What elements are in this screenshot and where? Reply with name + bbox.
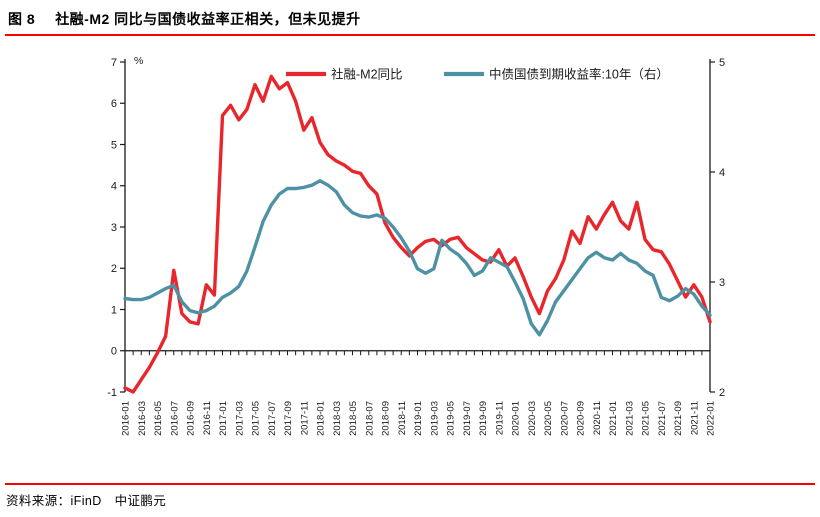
- x-axis-tick-label: 2017-11: [299, 401, 310, 435]
- x-axis-tick-label: 2017-07: [267, 401, 278, 436]
- x-axis-tick-label: 2019-11: [494, 401, 505, 435]
- source-text: 资料来源：iFinD 中证鹏元: [6, 494, 167, 508]
- left-axis: 7 6 5 4 3 2 1 0 -1%: [107, 55, 143, 399]
- x-axis-tick-label: 2018-01: [316, 401, 327, 436]
- x-axis-tick-label: 2016-05: [153, 401, 164, 436]
- x-axis-tick-label: 2018-11: [397, 401, 408, 435]
- x-axis-tick-label: 2021-09: [673, 401, 684, 436]
- x-axis-tick-label: 2018-03: [332, 401, 343, 436]
- series-line-1: [123, 179, 712, 337]
- right-axis-tick-label: 4: [719, 167, 725, 179]
- x-axis-tick-label: 2017-03: [234, 401, 245, 436]
- left-axis-tick-label: 4: [111, 181, 117, 193]
- x-axis-tick-label: 2017-05: [251, 401, 262, 436]
- x-axis-tick-label: 2016-01: [121, 401, 132, 436]
- x-axis-tick-label: 2016-09: [186, 401, 197, 436]
- title-divider: [5, 34, 815, 36]
- x-axis-tick-label: 2016-03: [137, 401, 148, 436]
- x-axis-tick-label: 2018-09: [381, 401, 392, 436]
- x-axis-tick-label: 2019-05: [446, 401, 457, 436]
- figure-title-text: 社融-M2 同比与国债收益率正相关，但未见提升: [55, 11, 361, 27]
- x-axis-tick-label: 2021-03: [624, 401, 635, 436]
- x-axis: 2016-01 2016-03 2016-05 2016-07 2016-09 2016-…: [121, 350, 717, 436]
- figure-title: 图 8 社融-M2 同比与国债收益率正相关，但未见提升: [8, 9, 361, 29]
- right-axis-tick-label: 3: [719, 277, 725, 289]
- x-axis-tick-label: 2016-11: [202, 401, 213, 435]
- x-axis-tick-label: 2018-07: [364, 401, 375, 436]
- x-axis-tick-label: 2020-01: [511, 401, 522, 436]
- x-axis-tick-label: 2020-03: [527, 401, 538, 436]
- x-axis-tick-label: 2021-05: [641, 401, 652, 436]
- left-axis-tick-label: 5: [111, 139, 117, 151]
- x-axis-tick-label: 2020-05: [543, 401, 554, 436]
- x-axis-tick-label: 2019-01: [413, 401, 424, 436]
- x-axis-tick-label: 2016-07: [169, 401, 180, 436]
- x-axis-tick-label: 2021-01: [608, 401, 619, 436]
- x-axis-tick-label: 2019-09: [478, 401, 489, 436]
- left-axis-tick-label: 6: [111, 98, 117, 110]
- legend-label-0: 社融-M2同比: [331, 67, 403, 82]
- footer-divider: [5, 483, 815, 485]
- left-axis-tick-label: 2: [111, 263, 117, 275]
- series-line-0: [123, 74, 712, 394]
- x-axis-tick-label: 2020-11: [592, 401, 603, 435]
- x-axis-tick-label: 2022-01: [706, 401, 717, 436]
- source-note: 资料来源：iFinD 中证鹏元: [6, 490, 166, 509]
- legend: 社融-M2同比 中债国债到期收益率:10年（右）: [286, 67, 669, 82]
- x-axis-tick-label: 2019-07: [462, 401, 473, 436]
- x-axis-tick-label: 2017-09: [283, 401, 294, 436]
- left-axis-tick-label: 3: [111, 222, 117, 234]
- x-axis-tick-label: 2019-03: [429, 401, 440, 436]
- x-axis-tick-label: 2017-01: [218, 401, 229, 436]
- legend-label-1: 中债国债到期收益率:10年（右）: [489, 67, 669, 82]
- x-axis-tick-label: 2021-07: [657, 401, 668, 436]
- x-axis-tick-label: 2021-11: [689, 401, 700, 435]
- left-axis-tick-label: 1: [111, 304, 117, 316]
- figure-label: 图 8: [8, 11, 36, 27]
- x-axis-tick-label: 2020-09: [576, 401, 587, 436]
- left-axis-tick-label: 7: [111, 57, 117, 69]
- left-axis-tick-label: -1: [107, 387, 117, 399]
- left-axis-unit-label: %: [134, 55, 143, 67]
- right-axis-tick-label: 2: [719, 387, 725, 399]
- left-axis-tick-label: 0: [111, 346, 117, 358]
- x-axis-tick-label: 2018-05: [348, 401, 359, 436]
- right-axis: 5 4 3 2: [709, 57, 725, 399]
- right-axis-tick-label: 5: [719, 57, 725, 69]
- x-axis-tick-label: 2020-07: [559, 401, 570, 436]
